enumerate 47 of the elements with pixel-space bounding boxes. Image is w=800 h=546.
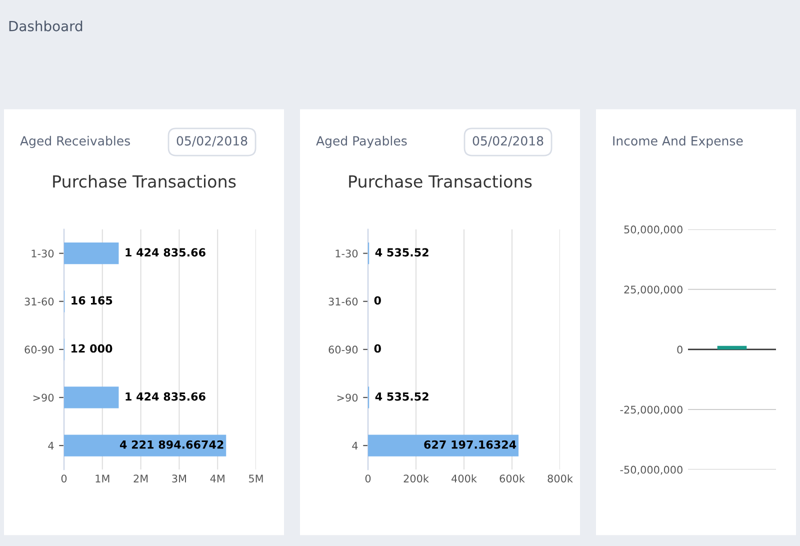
y-tick-label: 25,000,000 — [624, 286, 682, 295]
x-tick-label: 5M — [248, 474, 263, 482]
y-tick-label: 60-90 — [24, 346, 54, 354]
y-tick-label: -25,000,000 — [620, 406, 682, 415]
x-tick-label: 0 — [61, 474, 67, 482]
y-tick-label: 31-60 — [24, 298, 54, 306]
data-label: 4 221 894.66742 — [120, 440, 224, 449]
data-label: 4 535.52 — [375, 392, 428, 401]
x-tick-label: 600k — [500, 474, 525, 482]
bar — [64, 242, 119, 264]
chart-title: Purchase Transactions — [53, 174, 236, 188]
data-label: 12 000 — [71, 344, 112, 353]
y-tick-label: 1-30 — [32, 250, 54, 258]
text: Aged Payables — [316, 136, 407, 148]
text: Income And Expense — [613, 136, 743, 148]
data-label: 1 424 835.66 — [126, 248, 206, 257]
y-tick-label: >90 — [337, 394, 358, 402]
chart-title: Purchase Transactions — [349, 174, 532, 188]
x-tick-label: 1M — [96, 474, 110, 482]
y-tick-label: >90 — [33, 394, 54, 402]
y-tick-label: 1-30 — [336, 250, 358, 258]
data-label: 4 535.52 — [375, 248, 428, 257]
x-tick-label: 0 — [365, 474, 371, 482]
y-tick-label: -50,000,000 — [620, 466, 682, 475]
x-tick-label: 800k — [548, 474, 573, 482]
data-label: 0 — [374, 296, 381, 305]
x-tick-label: 2M — [134, 474, 148, 482]
data-label: 16 165 — [72, 296, 112, 305]
y-tick-label: 31-60 — [328, 298, 358, 306]
y-tick-label: 0 — [677, 346, 682, 354]
data-label: 627 197.16324 — [424, 440, 516, 449]
x-tick-label: 200k — [404, 474, 429, 482]
text: Dashboard — [9, 20, 82, 32]
y-tick-label: 60-90 — [328, 346, 358, 354]
x-tick-label: 4M — [210, 474, 224, 482]
data-label: 1 424 835.66 — [126, 392, 206, 401]
text: Aged Receivables — [20, 136, 130, 148]
text: 05/02/2018 — [176, 136, 248, 147]
bar — [64, 434, 226, 456]
bar — [64, 386, 119, 408]
y-tick-label: 4 — [352, 442, 358, 450]
y-tick-label: 4 — [48, 442, 54, 450]
y-tick-label: 50,000,000 — [624, 226, 682, 234]
x-tick-label: 400k — [452, 474, 477, 482]
data-label: 0 — [374, 344, 381, 353]
x-tick-label: 3M — [172, 474, 186, 482]
text: 05/02/2018 — [472, 136, 544, 147]
